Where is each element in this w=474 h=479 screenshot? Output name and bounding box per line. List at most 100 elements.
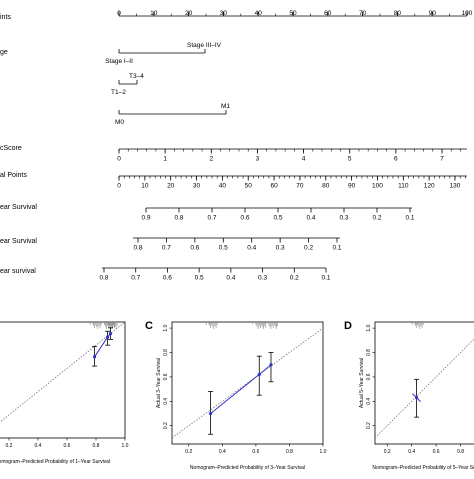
y-tick-label: 0.2 <box>366 422 372 429</box>
data-point <box>257 372 261 377</box>
nomogram-tick-label: 40 <box>219 183 227 190</box>
nomogram-tick-label: M1 <box>221 103 230 110</box>
x-tick-label: 0.8 <box>457 449 464 455</box>
nomogram-tick-label: 0 <box>117 10 121 17</box>
nomogram-tick-label: 60 <box>324 10 332 17</box>
nomogram-tick-label: 0 <box>117 156 121 163</box>
nomogram-row-label: ear survival <box>0 268 36 275</box>
y-tick-label: 0.6 <box>366 373 372 380</box>
calibration-plot-frame <box>374 321 474 445</box>
nomogram-tick-label: 100 <box>462 10 473 17</box>
reference-diagonal-line <box>374 338 474 439</box>
y-tick-label: 0.4 <box>163 398 169 405</box>
y-tick-label: 0.2 <box>163 422 169 429</box>
nomogram-tick-label: T3–4 <box>129 73 144 80</box>
nomogram-tick-label: 0.4 <box>247 245 256 252</box>
nomogram-tick-label: 0.3 <box>258 275 267 282</box>
nomogram-tick-label: 5 <box>348 156 352 163</box>
nomogram-tick-label: M0 <box>115 119 124 126</box>
nomogram-tick-label: 0.7 <box>207 215 216 222</box>
nomogram-tick-label: 60 <box>270 183 278 190</box>
nomogram-tick-label: 100 <box>372 183 383 190</box>
nomogram-tick-label: 0.4 <box>226 275 235 282</box>
nomogram-tick-label: 80 <box>394 10 402 17</box>
panel-letter: C <box>145 320 153 332</box>
data-point <box>208 411 213 416</box>
nomogram-row-label: al Points <box>0 172 27 179</box>
nomogram-tick-label: 50 <box>289 10 297 17</box>
nomogram-tick-label: 0.6 <box>240 215 249 222</box>
nomogram-tick-label: 0.3 <box>339 215 348 222</box>
panel-letter: D <box>344 320 352 332</box>
nomogram-tick-label: 20 <box>185 10 193 17</box>
x-axis-label: Nomogram–Predicted Probability of 1–Year… <box>0 459 110 465</box>
nomogram-tick-label: 0.2 <box>290 275 299 282</box>
nomogram-tick-label: T1–2 <box>111 89 126 96</box>
nomogram-row-label: cScore <box>0 145 22 152</box>
x-tick-label: 0.4 <box>408 449 415 455</box>
y-axis-label: Actual 3–Year Survival <box>156 358 162 408</box>
nomogram-tick-label: 0.8 <box>174 215 183 222</box>
nomogram-tick-label: 0.6 <box>163 275 172 282</box>
x-axis-label: Nomogram–Predicted Probability of 5–Year… <box>372 465 474 471</box>
nomogram-row-label: ear Survival <box>0 238 37 245</box>
nomogram-tick-label: 4 <box>302 156 306 163</box>
nomogram-row-label: ear Survival <box>0 204 37 211</box>
nomogram-tick-label: 0.6 <box>190 245 199 252</box>
nomogram-tick-label: 70 <box>359 10 367 17</box>
y-tick-label: 1.0 <box>366 324 372 331</box>
nomogram-tick-label: 110 <box>398 183 409 190</box>
nomogram-tick-label: 2 <box>209 156 213 163</box>
nomogram-tick-label: 30 <box>193 183 201 190</box>
nomogram-tick-label: 0.7 <box>162 245 171 252</box>
data-point <box>108 332 113 336</box>
nomogram-tick-label: 6 <box>394 156 398 163</box>
calibration-plot-frame <box>0 321 126 439</box>
nomogram-tick-label: 70 <box>296 183 304 190</box>
nomogram-tick-label: 0.5 <box>219 245 228 252</box>
nomogram-tick-label: 7 <box>440 156 444 163</box>
nomogram-tick-label: 0.1 <box>405 215 414 222</box>
nomogram-row-label: ints <box>0 14 11 21</box>
nomogram-tick-label: 0.7 <box>131 275 140 282</box>
nomogram-tick-label: 1 <box>163 156 167 163</box>
x-tick-label: 0.2 <box>6 443 13 449</box>
x-tick-label: 0.4 <box>35 443 42 449</box>
y-tick-label: 0.8 <box>163 349 169 356</box>
nomogram-tick-label: 0.2 <box>304 245 313 252</box>
x-tick-label: 1.0 <box>122 443 129 449</box>
data-point <box>414 396 419 400</box>
x-tick-label: 0.2 <box>384 449 391 455</box>
data-point <box>92 355 97 359</box>
nomogram-tick-label: 120 <box>424 183 435 190</box>
nomogram-tick-label: 90 <box>348 183 356 190</box>
calibration-plot-frame <box>171 321 324 445</box>
nomogram-tick-label: 0 <box>117 183 121 190</box>
x-tick-label: 0.2 <box>185 449 192 455</box>
x-tick-label: 0.6 <box>433 449 440 455</box>
nomogram-tick-label: 80 <box>322 183 330 190</box>
reference-diagonal-line <box>171 327 324 439</box>
reference-diagonal-line <box>0 321 126 423</box>
x-tick-label: 1.0 <box>320 449 327 455</box>
nomogram-tick-label: 0.3 <box>276 245 285 252</box>
x-tick-label: 0.8 <box>93 443 100 449</box>
nomogram-tick-label: 0.9 <box>141 215 150 222</box>
x-tick-label: 0.4 <box>219 449 226 455</box>
x-tick-label: 0.6 <box>64 443 71 449</box>
y-tick-label: 0.8 <box>366 349 372 356</box>
x-axis-label: Nomogram–Predicted Probability of 3–Year… <box>190 465 305 471</box>
nomogram-tick-label: 0.5 <box>273 215 282 222</box>
data-point <box>269 363 273 367</box>
nomogram-tick-label: 20 <box>167 183 175 190</box>
nomogram-tick-label: 0.5 <box>195 275 204 282</box>
nomogram-tick-label: Stage III–IV <box>187 42 222 49</box>
nomogram-tick-label: 10 <box>150 10 158 17</box>
nomogram-tick-label: Stage I–II <box>105 58 133 65</box>
nomogram-row-label: ge <box>0 49 8 56</box>
nomogram-tick-label: 130 <box>450 183 461 190</box>
nomogram-tick-label: 10 <box>141 183 149 190</box>
nomogram-tick-label: 0.2 <box>372 215 381 222</box>
nomogram-tick-label: 90 <box>429 10 437 17</box>
